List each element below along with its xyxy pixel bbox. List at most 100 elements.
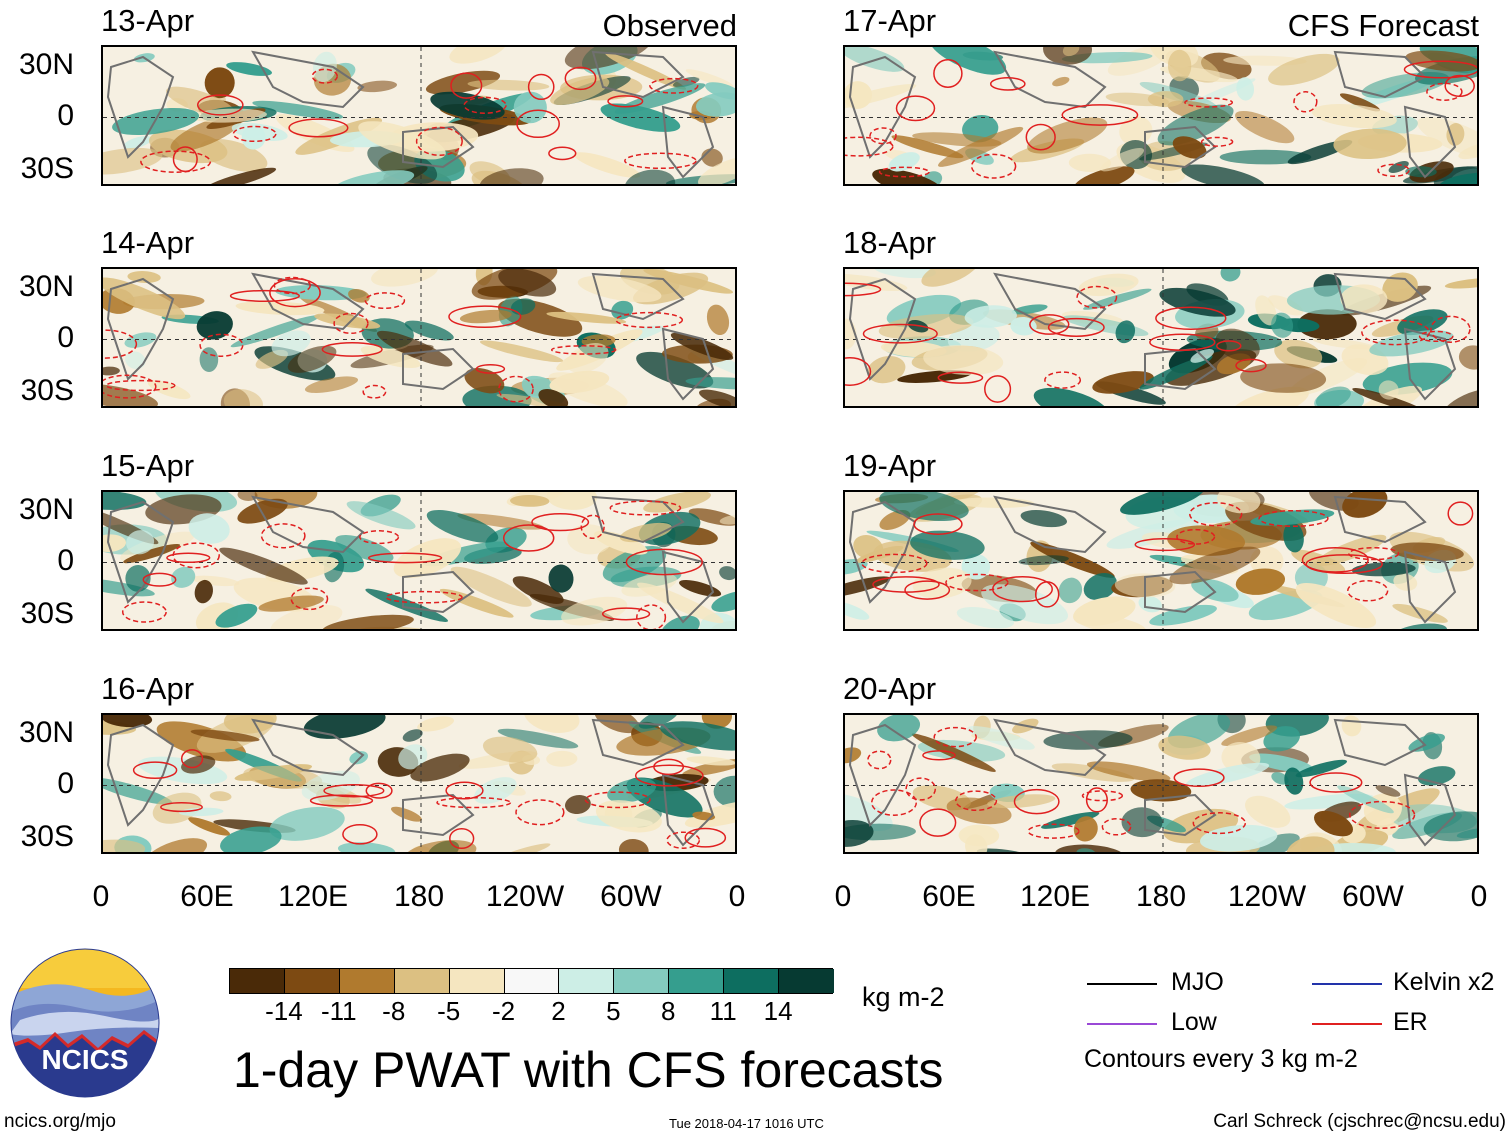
anomaly-blob [1382,272,1418,302]
latitude-label-2-3: 30S [20,374,74,407]
anomaly-blob [1375,785,1401,797]
er-contour [309,794,374,807]
continent-outline [591,272,685,321]
panel-date-right-3: 19-Apr [843,448,937,483]
anomaly-blob [209,791,232,802]
anomaly-blob [618,838,649,852]
anomaly-blob [1337,785,1394,814]
continent-outline [1403,773,1457,847]
er-contour [1200,136,1234,147]
er-contour [121,601,167,623]
colorbar-tick-label: -8 [382,996,406,1026]
er-contour [1309,772,1363,793]
er-contour [160,802,203,813]
anomaly-blob [1274,339,1323,369]
continent-outline [1333,495,1427,544]
anomaly-blob [1027,117,1108,154]
anomaly-blob [697,156,735,184]
anomaly-blob [337,842,396,852]
er-contour [1293,91,1318,113]
anomaly-blob [126,530,155,555]
continent-outline [1403,550,1457,624]
continent-outline [106,55,175,159]
anomaly-blob [550,77,610,105]
anomaly-blob [546,750,578,767]
legend-label-kelvin: Kelvin x2 [1393,968,1495,996]
map-panel-left-2 [101,267,737,408]
er-contour [684,827,727,848]
anomaly-blob [595,800,662,833]
anomaly-blob [873,269,936,279]
anomaly-blob [947,324,1000,352]
anomaly-blob [1378,380,1399,400]
anomaly-blob [322,614,414,629]
colorbar-swatch [449,969,505,993]
continent-outline [402,347,475,391]
footer-timestamp: Tue 2018-04-17 1016 UTC [669,1116,824,1131]
panel-date-right-4: 20-Apr [843,671,937,706]
colorbar-swatch [779,969,834,993]
anomaly-blob [548,372,628,406]
continent-outline [1333,718,1427,767]
anomaly-blob [103,277,186,320]
longitude-label: 0 [834,880,852,913]
er-contour [132,761,178,780]
longitude-label: 60W [600,880,662,913]
anomaly-blob [258,595,324,612]
anomaly-blob [449,47,507,64]
anomaly-blob [171,566,196,588]
anomaly-blob [314,313,381,329]
anomaly-blob [398,744,428,770]
continent-outline [1333,50,1427,99]
panel-date-left-3: 15-Apr [101,448,195,483]
anomaly-blob [1249,753,1314,773]
legend-line-mjo [1087,983,1157,985]
er-contour [878,166,930,178]
er-contour [615,311,684,329]
anomaly-blob [1236,77,1255,101]
anomaly-blob [845,576,891,598]
er-contour [1418,330,1454,343]
latitude-label-4-2: 0 [57,767,74,800]
er-contour [601,607,651,621]
anomaly-blob [1083,288,1152,310]
anomaly-blob [961,553,991,580]
er-contour [290,587,329,611]
anomaly-blob [346,501,416,530]
anomaly-blob [1437,172,1477,184]
anomaly-blob [1220,269,1241,282]
colorbar-tick-label: -5 [437,996,461,1026]
anomaly-blob [393,538,462,579]
anomaly-blob [1339,93,1381,112]
longitude-label: 0 [1470,880,1488,913]
er-contour [564,66,597,91]
anomaly-blob [1167,49,1192,82]
legend-line-er [1312,1023,1382,1025]
er-contour [323,783,385,798]
continent-outline [661,773,715,847]
anomaly-blob [1313,810,1354,837]
anomaly-blob [235,301,325,316]
anomaly-blob [178,807,224,817]
anomaly-blob [1341,715,1362,737]
map-panel-right-2 [843,267,1479,408]
anomaly-blob [546,311,627,324]
anomaly-blob [199,347,219,372]
anomaly-blob [312,51,337,83]
er-contour [1184,97,1234,108]
anomaly-blob [1444,277,1477,289]
anomaly-blob [123,543,181,564]
anomaly-blob [661,615,700,629]
anomaly-blob [672,76,700,88]
colorbar-tick-label: -14 [265,996,303,1026]
anomaly-blob [1441,389,1477,406]
er-contour [955,790,998,812]
anomaly-blob [215,603,258,628]
continent-outline [106,277,175,381]
er-contour [1044,371,1082,389]
er-contour [1155,306,1227,331]
er-contour [463,96,507,114]
legend-note: Contours every 3 kg m-2 [1084,1045,1358,1073]
er-contour [1189,502,1243,527]
anomaly-blob [1352,388,1427,406]
